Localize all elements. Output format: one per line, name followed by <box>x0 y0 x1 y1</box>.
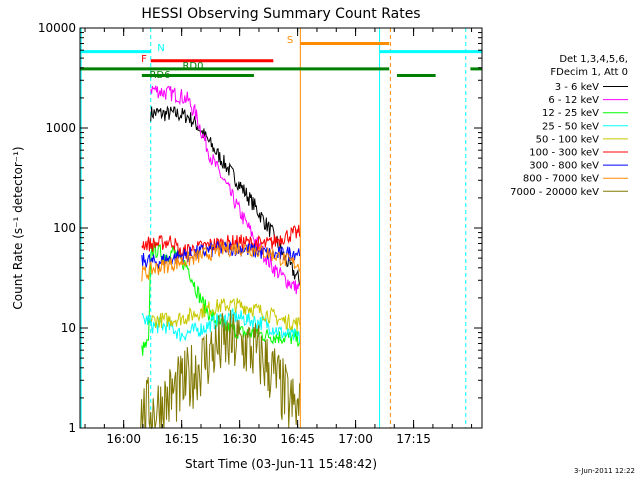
series-line-7000-20000-kev <box>139 309 301 430</box>
flag-label-s: S <box>287 35 293 46</box>
legend-entry-label: 25 - 50 keV <box>542 121 599 132</box>
y-tick-label: 10 <box>61 321 76 335</box>
legend: Det 1,3,4,5,6, FDecim 1, Att 0 3 - 6 keV 6 … <box>510 54 628 198</box>
legend-entry-label: 3 - 6 keV <box>555 82 599 93</box>
series-line-50-100-kev <box>150 297 301 331</box>
chart-title: HESSI Observing Summary Count Rates <box>141 6 420 22</box>
legend-entry-label: 800 - 7000 keV <box>523 174 599 185</box>
series-lines <box>139 85 301 430</box>
x-axis-label: Start Time (03-Jun-11 15:48:42) <box>185 457 377 471</box>
x-tick-label: 16:00 <box>106 432 141 446</box>
legend-entry-label: 7000 - 20000 keV <box>510 187 599 198</box>
series-line-100-300-kev <box>141 224 301 260</box>
legend-header: FDecim 1, Att 0 <box>550 67 628 78</box>
series-line-800-7000-kev <box>141 241 301 282</box>
y-tick-label: 100 <box>53 221 76 235</box>
legend-entry-label: 6 - 12 keV <box>548 95 599 106</box>
flag-bars: N S F RD0 RD6 <box>80 35 482 81</box>
legend-entry-label: 50 - 100 keV <box>536 134 600 145</box>
legend-entry-label: 12 - 25 keV <box>542 108 599 119</box>
x-tick-label: 16:30 <box>222 432 257 446</box>
legend-entry-label: 300 - 800 keV <box>529 161 599 172</box>
flag-label-f: F <box>141 54 147 65</box>
legend-header: Det 1,3,4,5,6, <box>559 54 628 65</box>
x-tick-label: 16:45 <box>280 432 315 446</box>
flag-label-rd6: RD6 <box>149 70 170 81</box>
legend-entry-label: 100 - 300 keV <box>529 148 599 159</box>
x-tick-label: 16:15 <box>164 432 199 446</box>
y-tick-label: 1000 <box>45 121 76 135</box>
y-tick-label: 10000 <box>38 21 76 35</box>
flag-label-rd0: RD0 <box>182 61 203 72</box>
axis-ticks: 16:00 16:15 16:30 16:45 17:00 17:15 1 10 100 1000… <box>38 21 482 446</box>
footer-timestamp: 3-Jun-2011 12:22 <box>574 467 635 475</box>
y-axis-label: Count Rate (s⁻¹ detector⁻¹) <box>11 146 25 309</box>
x-tick-label: 17:15 <box>396 432 431 446</box>
series-line-6-12-kev <box>150 85 301 295</box>
x-tick-label: 17:00 <box>338 432 373 446</box>
y-tick-label: 1 <box>68 421 76 435</box>
flag-label-n: N <box>157 43 164 54</box>
vertical-markers <box>80 28 467 428</box>
